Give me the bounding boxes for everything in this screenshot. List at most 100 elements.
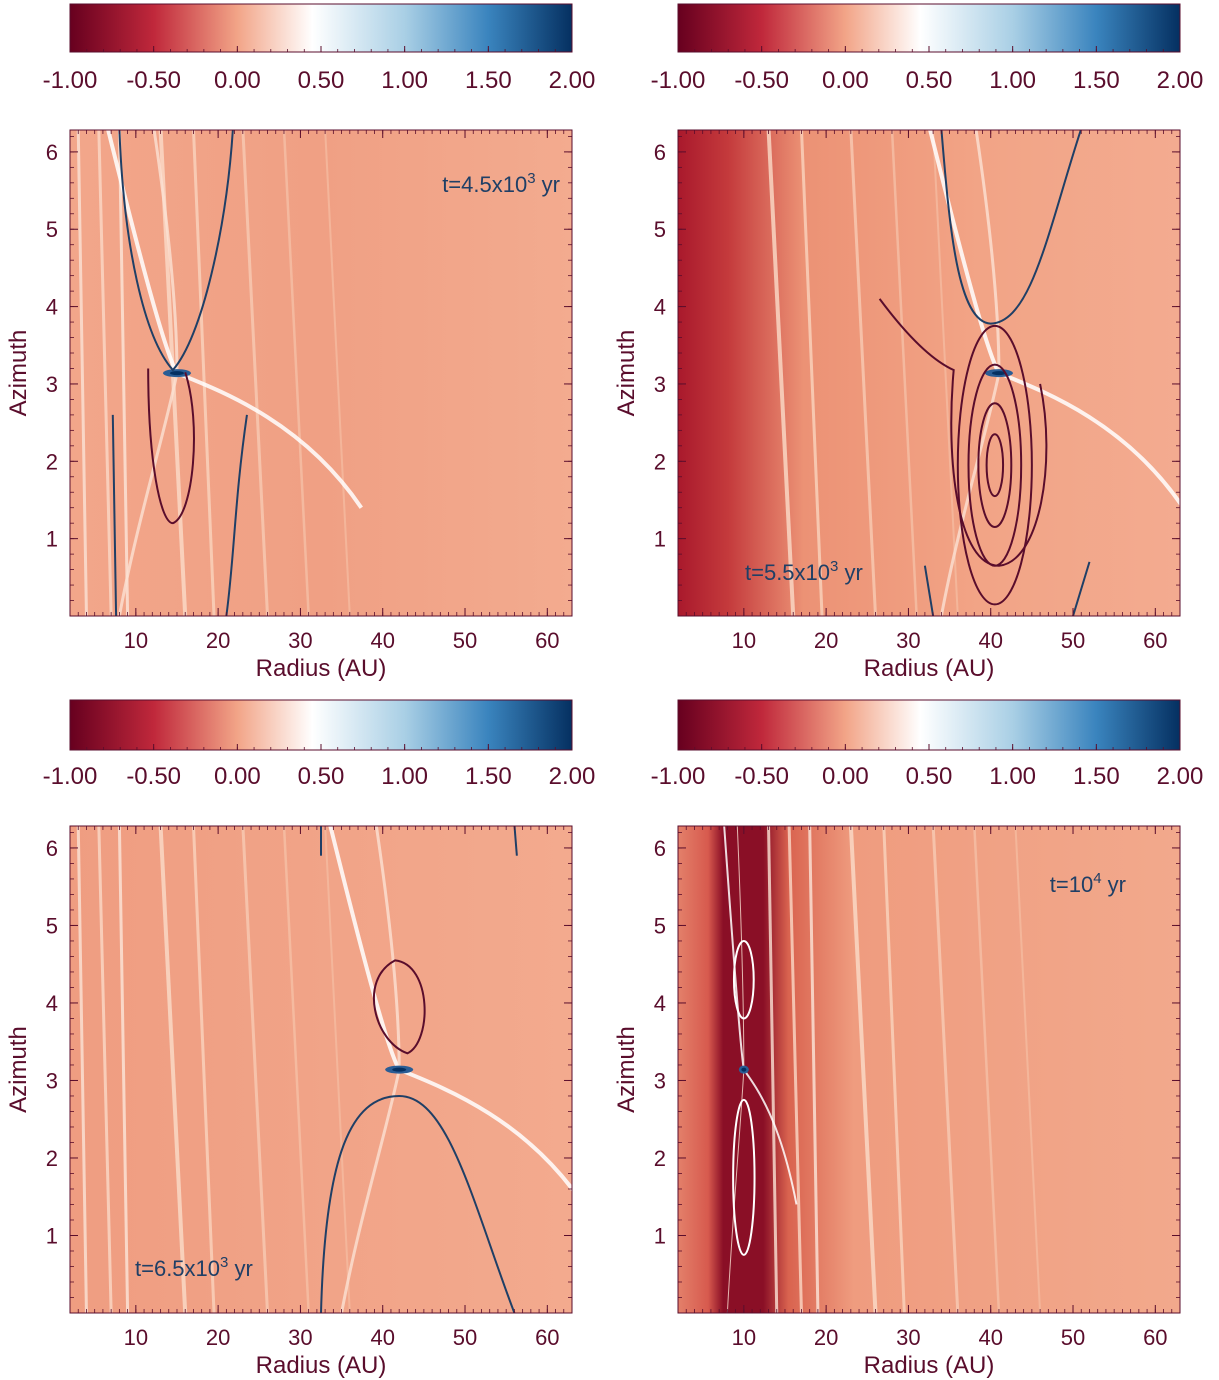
x-tick-label: 30	[896, 628, 920, 653]
colorbar-tick-label: 0.50	[298, 763, 345, 790]
y-axis-label: Azimuth	[5, 1026, 32, 1113]
colorbar-tick-label: -0.50	[734, 763, 789, 790]
density-streak	[324, 130, 351, 616]
x-tick-label: 40	[370, 628, 394, 653]
colorbar-gradient	[69, 3, 573, 53]
field-background	[678, 826, 1180, 1313]
colorbar-gradient	[677, 699, 1181, 751]
contour-red	[878, 298, 1048, 567]
colorbar-tick-label: 0.00	[822, 67, 869, 94]
colorbar-tick-label: 1.00	[381, 763, 428, 790]
x-tick-label: 50	[1061, 628, 1085, 653]
panel-4: 10 20 30 40 50 60 1 2 3 4 5 6 Radius (AU) Azimuth t=10…	[613, 825, 1181, 1379]
colorbar-tick-label: -1.00	[651, 763, 706, 790]
contour-red	[147, 368, 195, 525]
colorbar-tick-label: -1.00	[651, 67, 706, 94]
x-tick-label: 20	[206, 1325, 230, 1350]
y-axis-label: Azimuth	[5, 330, 32, 417]
plot-frame	[69, 825, 573, 1314]
time-annotation: t=6.5x103 yr	[135, 1254, 253, 1281]
colorbar-tick-label: -1.00	[43, 67, 98, 94]
density-streak	[158, 826, 188, 1313]
density-streak	[767, 826, 779, 1313]
x-axis-label: Radius (AU)	[256, 655, 387, 682]
colorbar-tick-label: 1.50	[1073, 67, 1120, 94]
y-tick-label: 6	[46, 140, 58, 165]
contour-blue	[940, 130, 1082, 325]
x-tick-label: 10	[732, 628, 756, 653]
density-streak	[882, 826, 906, 1313]
x-tick-label: 60	[535, 628, 559, 653]
y-tick-label: 6	[654, 140, 666, 165]
y-tick-label: 6	[654, 836, 666, 861]
field-background	[70, 130, 572, 616]
contours	[732, 939, 756, 1256]
contour-red	[977, 402, 1013, 529]
density-streak	[241, 826, 270, 1313]
y-tick-label: 3	[654, 372, 666, 397]
y-tick-label: 1	[46, 527, 58, 552]
plot-frame	[677, 129, 1181, 617]
density-streak	[191, 130, 216, 616]
contour-red	[372, 959, 426, 1055]
density-streak	[76, 130, 88, 616]
x-tick-label: 10	[124, 628, 148, 653]
planet-core	[991, 371, 1006, 376]
colorbar-tick-label: 2.00	[549, 763, 596, 790]
colorbar-tick-label: 1.00	[989, 67, 1036, 94]
colorbar-gradient	[677, 3, 1181, 53]
y-tick-label: 5	[654, 913, 666, 938]
contours	[320, 826, 518, 1313]
colorbar-tick-label: 0.00	[822, 763, 869, 790]
time-annotation: t=104 yr	[1050, 870, 1126, 897]
density-field	[678, 130, 1180, 616]
density-field	[70, 130, 572, 616]
y-tick-label: 2	[654, 449, 666, 474]
panel-3: 10 20 30 40 50 60 1 2 3 4 5 6 Radius (AU) Azimuth t=6.…	[5, 825, 573, 1379]
x-tick-label: 50	[1061, 1325, 1085, 1350]
contour-white	[732, 939, 755, 1020]
y-tick-label: 6	[46, 836, 58, 861]
x-tick-label: 40	[978, 628, 1002, 653]
density-streak	[282, 826, 310, 1313]
density-streak	[282, 130, 310, 616]
contour-blue	[111, 414, 118, 616]
density-streak	[97, 826, 113, 1313]
x-tick-label: 10	[124, 1325, 148, 1350]
density-streak	[117, 826, 130, 1313]
x-tick-label: 20	[814, 628, 838, 653]
y-axis-label: Azimuth	[613, 1026, 640, 1113]
density-field	[70, 826, 572, 1313]
colorbar-tick-label: 0.50	[906, 763, 953, 790]
x-tick-label: 40	[370, 1325, 394, 1350]
colorbar-tick-label: 1.00	[989, 763, 1036, 790]
y-tick-label: 1	[654, 527, 666, 552]
density-streak	[973, 826, 1001, 1313]
colorbar-tick-label: 0.00	[214, 763, 261, 790]
time-annotation: t=5.5x103 yr	[745, 558, 863, 585]
x-tick-label: 30	[288, 628, 312, 653]
time-annotation: t=4.5x103 yr	[442, 170, 560, 197]
density-streak	[241, 130, 270, 616]
colorbar-3: -1.00 -0.50 0.00 0.50 1.00 1.50 2.00	[43, 699, 596, 790]
density-streak	[97, 130, 113, 616]
y-tick-label: 2	[46, 449, 58, 474]
density-streak	[849, 130, 878, 616]
contour-blue	[923, 565, 935, 616]
density-streak	[931, 826, 960, 1313]
density-streak	[1014, 826, 1042, 1313]
density-streak	[848, 826, 878, 1313]
colorbar-2: -1.00 -0.50 0.00 0.50 1.00 1.50 2.00	[651, 3, 1203, 94]
y-tick-label: 5	[46, 217, 58, 242]
contour-blue	[320, 1094, 516, 1313]
colorbar-tick-label: -0.50	[126, 763, 181, 790]
colorbar-tick-label: 0.50	[298, 67, 345, 94]
contour-red	[967, 363, 1023, 567]
x-axis-label: Radius (AU)	[864, 1352, 995, 1379]
panel-1: 10 20 30 40 50 60 1 2 3 4 5 6 Radius (AU) Azimuth t=4.…	[5, 129, 573, 682]
y-tick-label: 3	[46, 1068, 58, 1093]
y-tick-label: 5	[46, 913, 58, 938]
contour-white	[732, 1098, 756, 1256]
colorbar-tick-label: -0.50	[734, 67, 789, 94]
